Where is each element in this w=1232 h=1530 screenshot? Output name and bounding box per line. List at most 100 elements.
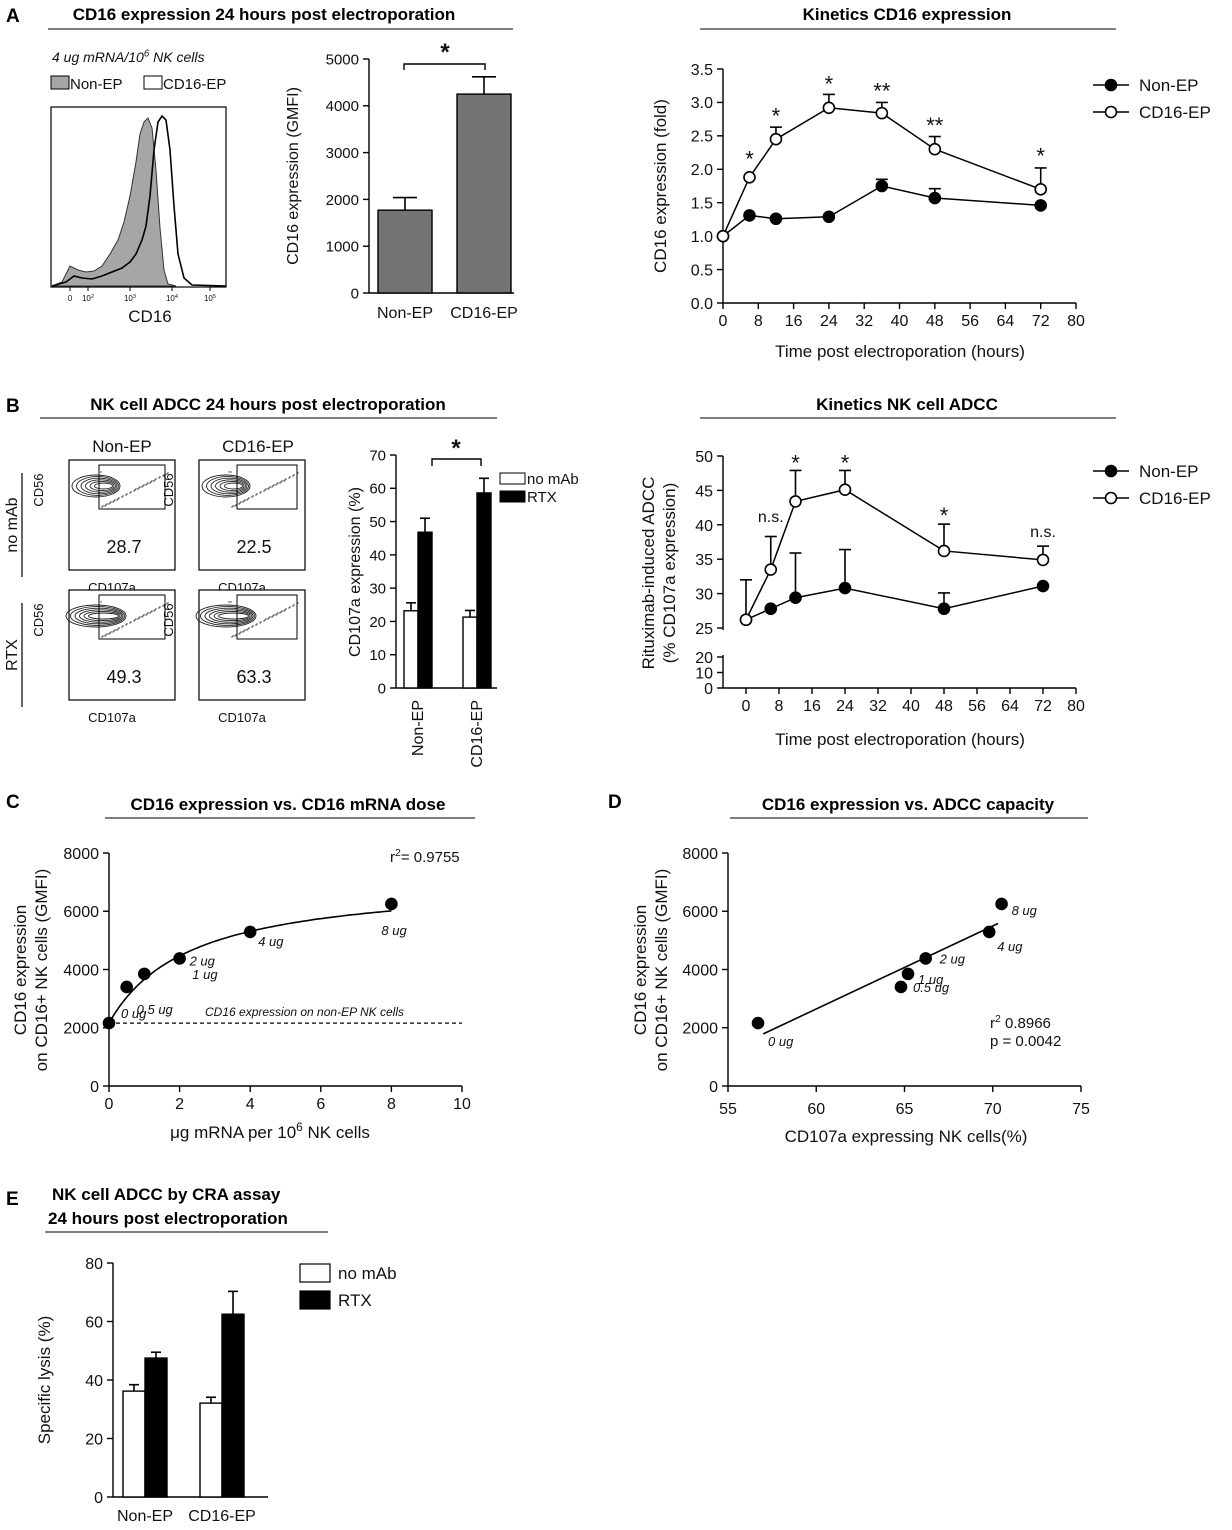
b-bar-y-tick-label: 70 — [369, 447, 386, 464]
c-x-tick-label: 6 — [316, 1096, 325, 1113]
flow-percent-value: 22.5 — [236, 537, 271, 557]
flow-event-dot — [143, 614, 145, 616]
flow-event-dot — [166, 473, 168, 475]
flow-event-dot — [231, 506, 233, 508]
c-point — [138, 967, 151, 981]
panel-label-b: B — [6, 396, 20, 417]
flow-event-dot — [151, 610, 153, 612]
d-point-label: 1 ug — [918, 972, 944, 987]
flow-event-dot — [263, 620, 265, 622]
b-bar-legend-label: RTX — [527, 489, 557, 506]
flow-event-dot — [133, 490, 135, 492]
histogram-tick-label: 105 — [204, 294, 216, 303]
a-kin-y-tick-label: 0.0 — [691, 296, 713, 313]
flow-event-dot — [109, 632, 111, 634]
flow-event-dot — [150, 611, 152, 613]
panel-b-flow-plots: Non-EP CD16-EP no mAb RTX 28.7 CD56 CD107a 22.5… — [4, 437, 306, 725]
flow-event-dot — [149, 482, 151, 484]
legend-label-non-ep: Non-EP — [70, 76, 123, 93]
b-bar-bar-rtx — [476, 492, 492, 689]
flow-event-dot — [154, 609, 156, 611]
flow-event-dot — [159, 606, 161, 608]
panel-c-title: CD16 expression vs. CD16 mRNA dose — [131, 795, 446, 814]
flow-event-dot — [113, 630, 115, 632]
b-bar-bar-rtx — [417, 531, 433, 689]
b-kin-x-tick-label: 24 — [836, 698, 854, 715]
b-kin-y-tick-label: 40 — [695, 518, 713, 535]
panel-e-title-line1: NK cell ADCC by CRA assay — [52, 1185, 281, 1204]
flow-event-dot — [256, 623, 258, 625]
flow-event-dot — [259, 622, 261, 624]
a-kin-legend-marker — [1104, 105, 1118, 119]
e-y-label: Specific lysis (%) — [35, 1316, 54, 1444]
a-kin-point-cd16-ep — [822, 101, 836, 115]
flow-event-dot — [236, 633, 238, 635]
a-kin-point-non-ep — [769, 212, 783, 226]
flow-event-dot — [259, 492, 261, 494]
b-kin-y-tick-label: 10 — [695, 666, 713, 683]
flow-event-dot — [159, 476, 161, 478]
histogram-non-ep-curve — [51, 117, 177, 287]
b-kin-point-cd16-ep — [838, 483, 852, 497]
b-kin-y-label-line1: Rituximab-induced ADCC — [639, 477, 658, 670]
flow-contour — [209, 609, 252, 623]
b-kin-point-non-ep — [838, 581, 852, 595]
flow-event-dot — [265, 618, 267, 620]
d-y-tick-label: 6000 — [682, 904, 718, 921]
flow-event-dot — [113, 500, 115, 502]
histogram-x-label: CD16 — [128, 307, 171, 326]
d-x-tick-label: 65 — [896, 1101, 914, 1118]
a-kin-point-cd16-ep — [928, 142, 942, 156]
flow-event-dot — [247, 498, 249, 500]
histogram-tick-label: 104 — [166, 294, 178, 303]
flow-contour — [206, 476, 249, 496]
c-y-label-line1: CD16 expression — [11, 905, 30, 1035]
d-point — [751, 1016, 765, 1030]
panel-label-d: D — [608, 792, 622, 813]
c-point-label: 4 ug — [258, 934, 284, 949]
flow-event-dot — [277, 612, 279, 614]
panel-d-title: CD16 expression vs. ADCC capacity — [762, 795, 1055, 814]
d-point — [894, 980, 908, 994]
b-kin-legend-marker — [1104, 491, 1118, 505]
flow-event-dot — [272, 615, 274, 617]
flow-event-dot — [138, 487, 140, 489]
b-kin-y-tick-label: 50 — [695, 449, 713, 466]
d-point-label: 0 ug — [768, 1034, 794, 1049]
flow-event-dot — [235, 634, 237, 636]
flow-event-dot — [112, 631, 114, 633]
a-kin-point-cd16-ep — [875, 106, 889, 120]
panel-label-a: A — [6, 6, 20, 27]
flow-event-dot — [126, 623, 128, 625]
flow-event-dot — [283, 480, 285, 482]
c-x-label: μg mRNA per 106 NK cells — [170, 1120, 370, 1142]
flow-event-dot — [101, 636, 103, 638]
b-bar-legend-label: no mAb — [527, 471, 579, 488]
flow-event-dot — [100, 471, 102, 473]
b-bar-y-tick-label: 60 — [369, 481, 386, 498]
a-kin-y-tick-label: 3.5 — [691, 62, 713, 79]
flow-contour — [88, 612, 119, 620]
flow-event-dot — [284, 479, 286, 481]
e-bar-bar-no-mab — [122, 1390, 146, 1498]
a-kin-y-tick-label: 1.5 — [691, 195, 713, 212]
flow-percent-value: 28.7 — [106, 537, 141, 557]
a-kin-annotation: * — [772, 103, 781, 128]
flow-plot-frame — [68, 589, 176, 701]
flow-contour — [215, 479, 246, 493]
flow-event-dot — [296, 603, 298, 605]
flow-event-dot — [137, 618, 139, 620]
d-point-label: 8 ug — [1012, 903, 1038, 918]
flow-event-dot — [246, 499, 248, 501]
b-kin-x-tick-label: 64 — [1001, 698, 1019, 715]
c-r2-label: r2= 0.9755 — [390, 847, 460, 866]
flow-event-dot — [297, 472, 299, 474]
c-y-tick-label: 8000 — [63, 846, 99, 863]
b-bar-legend-swatch — [499, 472, 526, 485]
c-baseline-label: CD16 expression on non-EP NK cells — [205, 1005, 404, 1019]
flow-event-dot — [228, 601, 230, 603]
flow-contour — [224, 482, 243, 490]
flow-event-dot — [117, 498, 119, 500]
flow-event-dot — [147, 482, 149, 484]
